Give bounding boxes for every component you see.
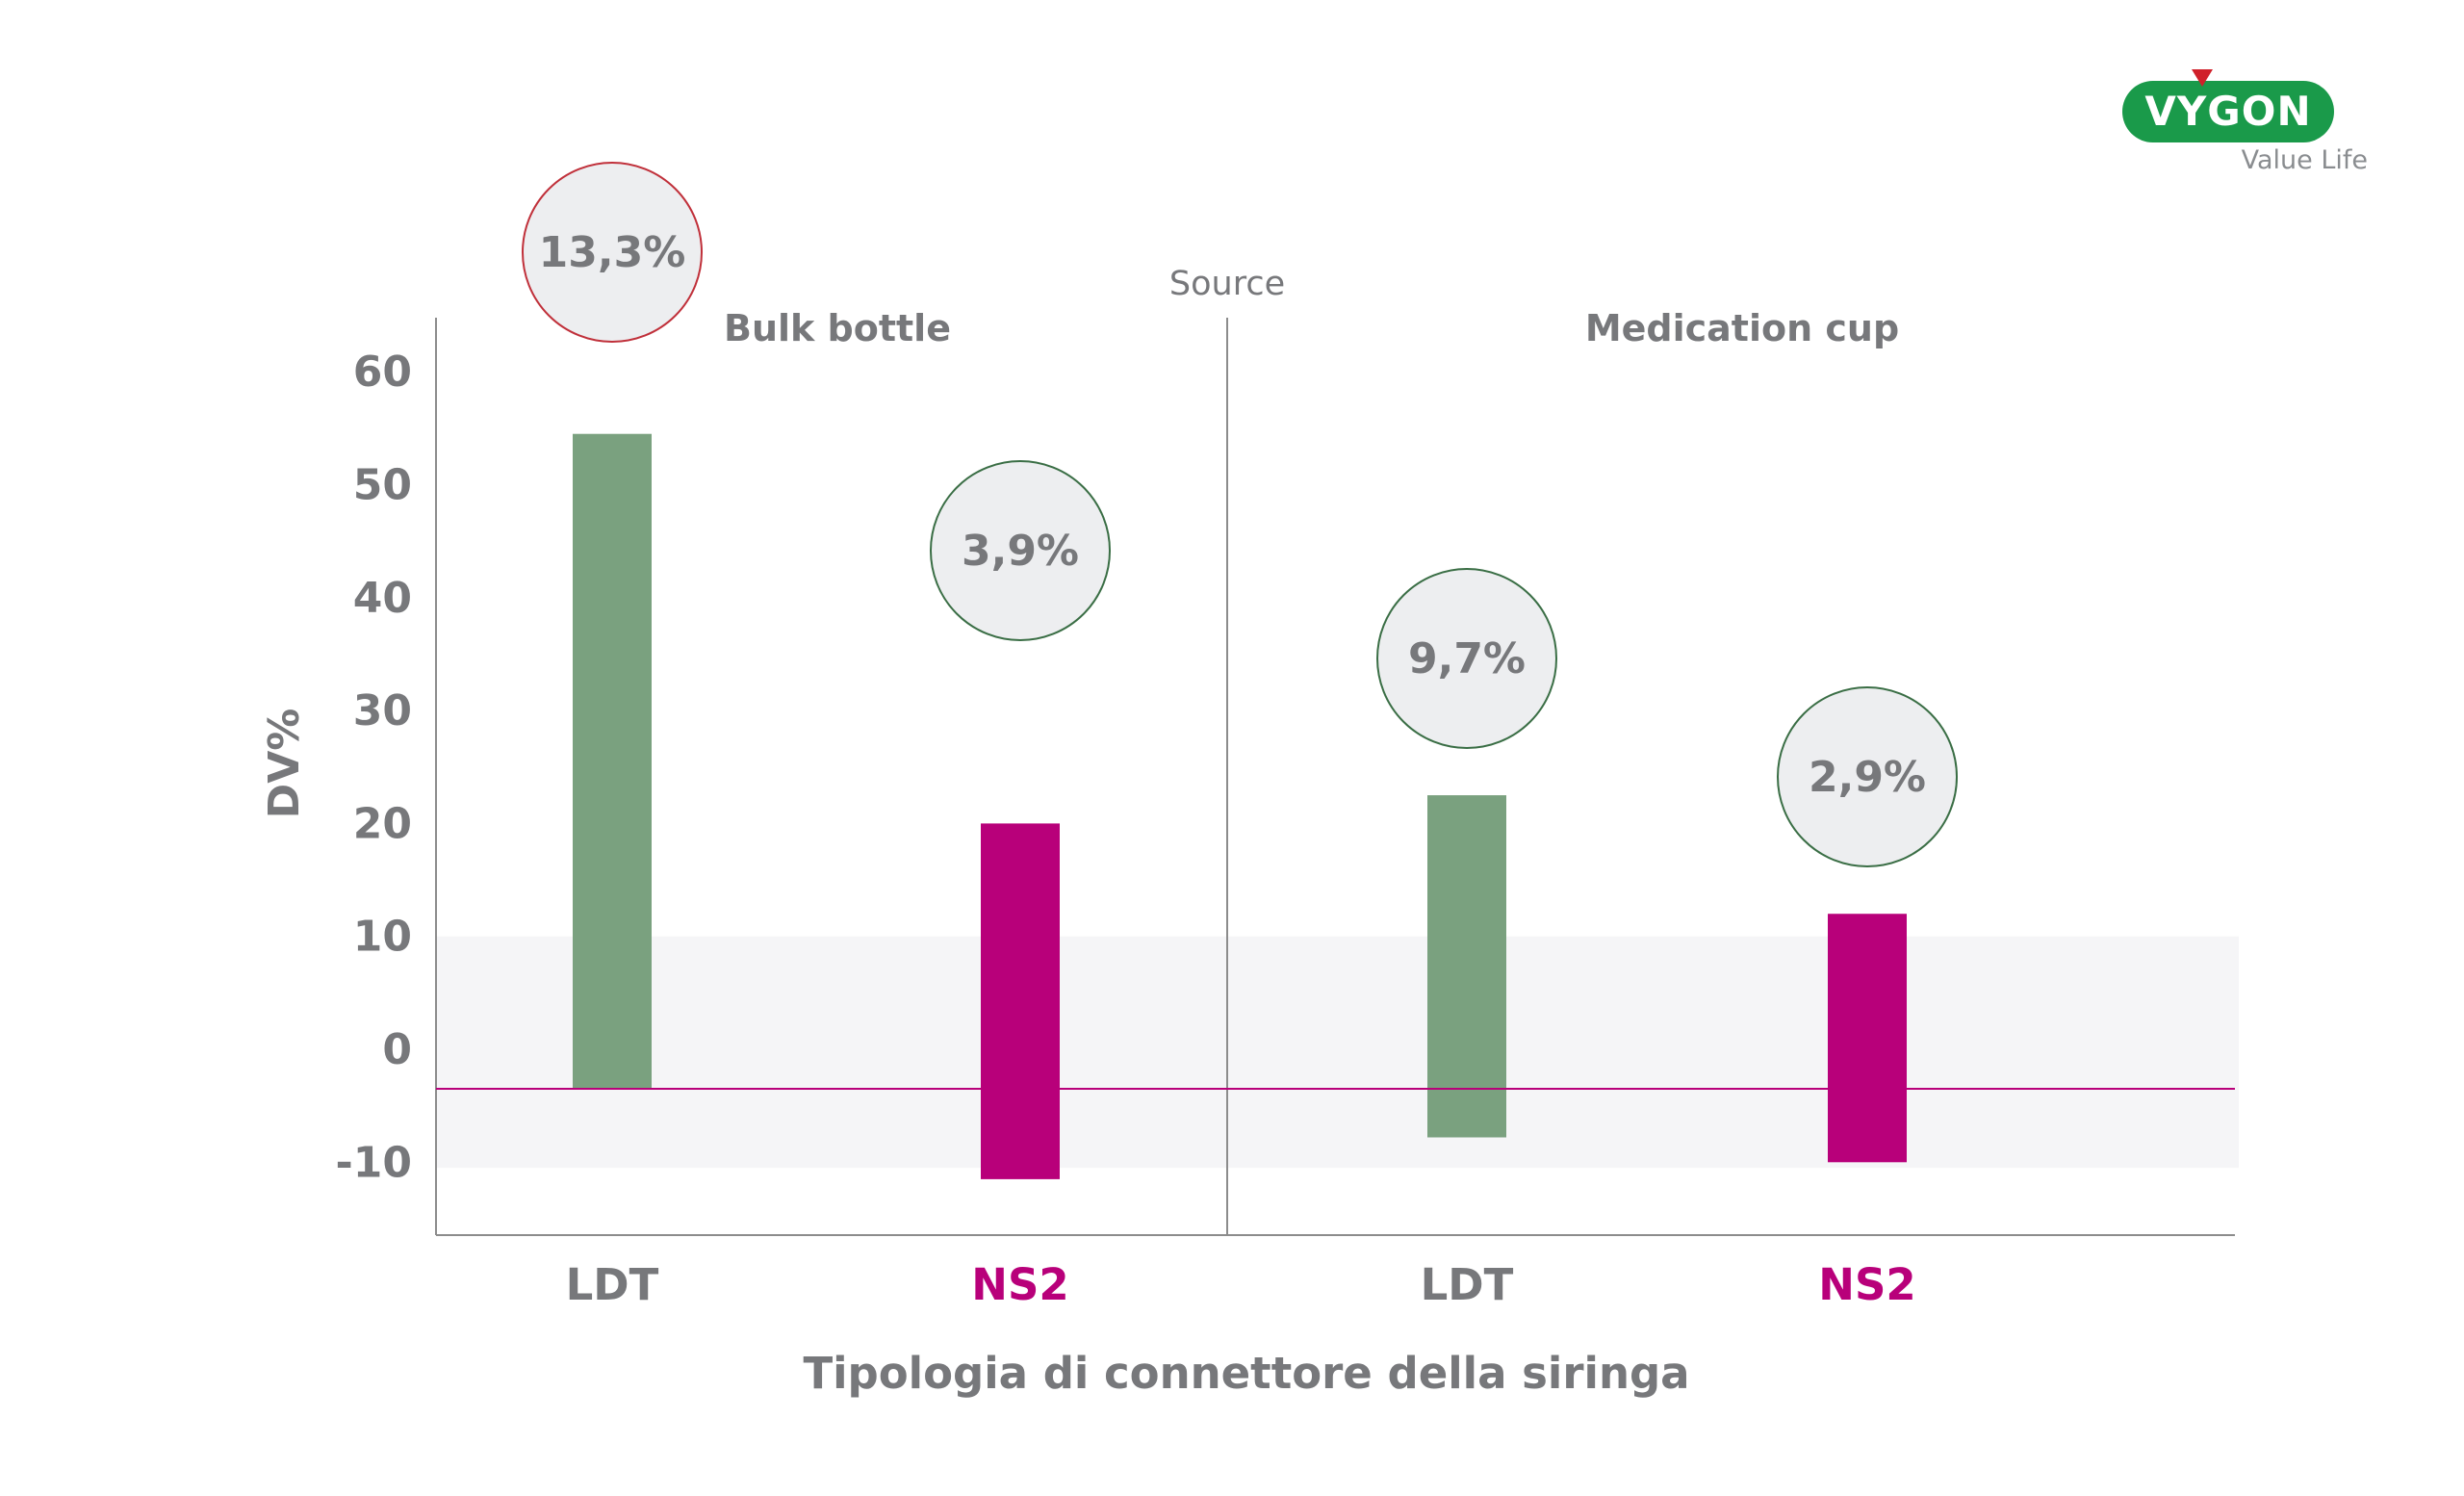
logo-wordmark: VYGON [2144, 88, 2312, 135]
y-tick-label: -10 [336, 1138, 413, 1187]
x-category-labels: LDT NS2 LDT NS2 [566, 1259, 1916, 1310]
badge-label: 9,7% [1408, 634, 1526, 684]
y-tick-label: 10 [353, 913, 412, 962]
y-tick-label: 40 [353, 574, 412, 623]
logo-pill [2122, 81, 2334, 142]
bar-1-ldt [573, 433, 652, 1090]
logo-tagline: Value Life [2241, 145, 2368, 175]
y-tick-label: 0 [382, 1025, 412, 1074]
badge-label: 2,9% [1809, 753, 1926, 802]
badge-circle [930, 460, 1111, 641]
x-category-label: LDT [1421, 1259, 1514, 1310]
y-axis-label: DV% [260, 709, 309, 819]
y-tick-label: 50 [353, 461, 412, 510]
y-tick-labels: -10 0 10 20 30 40 50 60 [336, 348, 413, 1187]
bar-2-ns2 [1828, 914, 1907, 1163]
badge-label: 3,9% [962, 527, 1079, 576]
x-axis-label: Tipologia di connettore della siringa [803, 1348, 1689, 1399]
bar-1-ns2 [981, 823, 1060, 1179]
y-tick-label: 30 [353, 686, 412, 735]
bar-2-ldt [1427, 795, 1506, 1138]
shaded-band-layer [436, 936, 2239, 1169]
badge-circle [522, 162, 703, 343]
badge-circle [1376, 568, 1557, 749]
axes-layer [435, 318, 2235, 1236]
y-tick-label: 20 [353, 799, 412, 848]
facet-title: Source [1169, 265, 1285, 303]
x-category-label: NS2 [1818, 1259, 1915, 1310]
panel-title-1: Bulk bottle [724, 307, 951, 349]
x-category-label: LDT [566, 1259, 659, 1310]
badge-circle [1777, 686, 1958, 867]
logo-red-triangle-icon [2192, 69, 2213, 87]
y-tick-label: 60 [353, 348, 412, 397]
badge-label: 13,3% [539, 228, 686, 277]
tolerance-band [436, 936, 2239, 1169]
bars-layer [573, 433, 1907, 1179]
panel-title-2: Medication cup [1585, 307, 1899, 349]
x-category-label: NS2 [971, 1259, 1068, 1310]
percentage-badges: 13,3% 3,9% 9,7% 2,9% [522, 162, 1958, 867]
vygon-logo: VYGON Value Life [2122, 69, 2368, 185]
